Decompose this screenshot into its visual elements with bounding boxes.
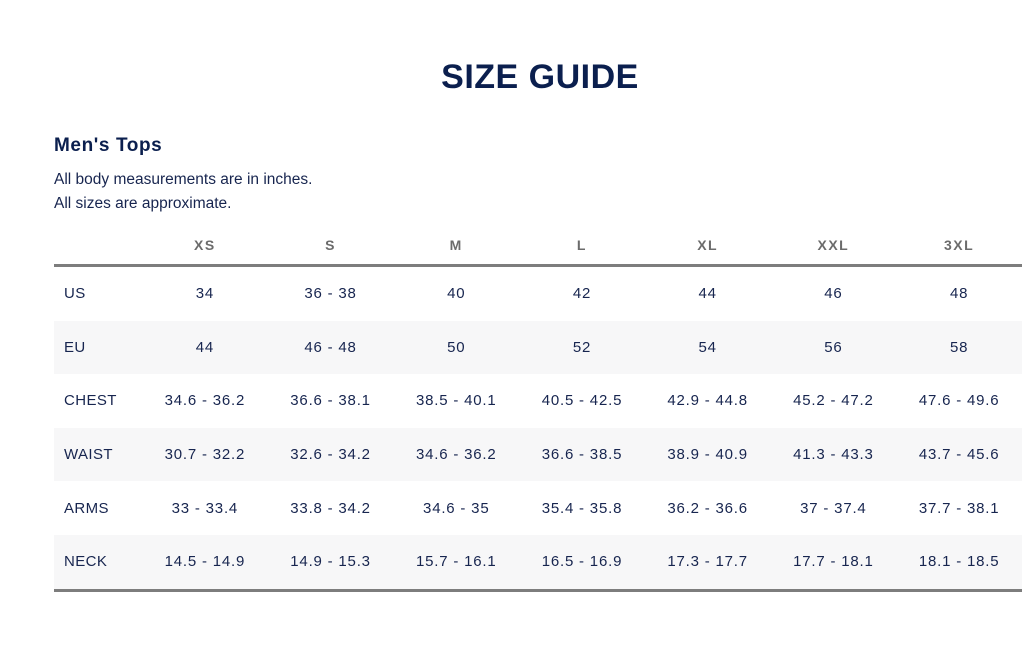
size-cell: 37.7 - 38.1 bbox=[918, 499, 1000, 517]
size-cell: 38.5 - 40.1 bbox=[415, 392, 497, 410]
size-cell: 41.3 - 43.3 bbox=[770, 427, 897, 482]
size-cell: 43.7 - 45.6 bbox=[896, 427, 1022, 482]
size-table-header: XS S M L XL XXL 3XL bbox=[54, 226, 1022, 267]
size-cell: 40.5 - 42.5 bbox=[541, 392, 623, 410]
size-cell: 48 bbox=[949, 285, 969, 303]
size-cell: 34.6 - 36.2 bbox=[164, 392, 246, 410]
size-cell: 54 bbox=[644, 320, 771, 375]
size-cell: 44 bbox=[142, 320, 268, 375]
size-header-s: S bbox=[267, 226, 394, 267]
size-cell: 35.4 - 35.8 bbox=[541, 499, 623, 517]
row-label: ARMS bbox=[64, 499, 109, 517]
size-table: XS S M L XL XXL 3XL US 34 36 - 38 40 42 44 46 4… bbox=[54, 226, 1022, 592]
size-cell: 36 - 38 bbox=[304, 285, 357, 303]
size-header-m: M bbox=[393, 226, 520, 267]
size-header-row: XS S M L XL XXL 3XL bbox=[54, 226, 1022, 267]
size-cell: 47.6 - 49.6 bbox=[918, 392, 1000, 410]
size-cell: 44 bbox=[698, 285, 717, 303]
size-cell: 14.9 - 15.3 bbox=[267, 534, 394, 592]
size-header-l: L bbox=[519, 226, 645, 267]
approximation-note: All sizes are approximate. bbox=[54, 195, 232, 212]
row-label: CHEST bbox=[64, 392, 117, 410]
size-header-xl: XL bbox=[644, 226, 771, 267]
size-cell: 33 - 33.4 bbox=[171, 499, 239, 517]
row-label-header bbox=[54, 226, 142, 267]
size-header-xs: XS bbox=[142, 226, 268, 267]
size-cell: 42.9 - 44.8 bbox=[667, 392, 748, 410]
table-row-eu: EU 44 46 - 48 50 52 54 56 58 bbox=[54, 320, 1022, 375]
size-cell: 56 bbox=[770, 320, 897, 375]
size-cell: 34.6 - 35 bbox=[423, 499, 490, 517]
table-row-chest: CHEST 34.6 - 36.2 36.6 - 38.1 38.5 - 40.1 40… bbox=[54, 374, 1022, 428]
size-cell: 46 - 48 bbox=[267, 320, 394, 375]
size-cell: 36.6 - 38.1 bbox=[290, 392, 371, 410]
row-label: NECK bbox=[54, 534, 142, 592]
size-cell: 52 bbox=[519, 320, 645, 375]
table-row-neck: NECK 14.5 - 14.9 14.9 - 15.3 15.7 - 16.1 16.… bbox=[54, 534, 1022, 592]
size-cell: 34 bbox=[195, 285, 214, 303]
size-cell: 37 - 37.4 bbox=[800, 499, 867, 517]
page-title: SIZE GUIDE bbox=[441, 58, 639, 96]
size-cell: 30.7 - 32.2 bbox=[142, 427, 268, 482]
table-row-us: US 34 36 - 38 40 42 44 46 48 bbox=[54, 266, 1022, 321]
size-cell: 15.7 - 16.1 bbox=[393, 534, 520, 592]
size-header-3xl: 3XL bbox=[896, 226, 1022, 267]
size-cell: 17.7 - 18.1 bbox=[770, 534, 897, 592]
size-cell: 50 bbox=[393, 320, 520, 375]
row-label: WAIST bbox=[54, 427, 142, 482]
size-cell: 36.2 - 36.6 bbox=[667, 499, 748, 517]
row-label: EU bbox=[54, 320, 142, 375]
size-cell: 36.6 - 38.5 bbox=[519, 427, 645, 482]
size-cell: 40 bbox=[447, 285, 466, 303]
size-cell: 18.1 - 18.5 bbox=[896, 534, 1022, 592]
size-cell: 33.8 - 34.2 bbox=[290, 499, 371, 517]
size-cell: 46 bbox=[824, 285, 843, 303]
row-label: US bbox=[64, 285, 86, 303]
size-table-body: US 34 36 - 38 40 42 44 46 48 EU 44 46 - 48 50 52 54 56… bbox=[54, 266, 1022, 592]
size-cell: 42 bbox=[572, 285, 592, 303]
size-cell: 45.2 - 47.2 bbox=[793, 392, 874, 410]
size-cell: 38.9 - 40.9 bbox=[644, 427, 771, 482]
table-row-arms: ARMS 33 - 33.4 33.8 - 34.2 34.6 - 35 35.4 - … bbox=[54, 481, 1022, 535]
size-cell: 14.5 - 14.9 bbox=[142, 534, 268, 592]
size-cell: 16.5 - 16.9 bbox=[519, 534, 645, 592]
size-cell: 17.3 - 17.7 bbox=[644, 534, 771, 592]
section-title: Men's Tops bbox=[54, 135, 163, 156]
size-cell: 32.6 - 34.2 bbox=[267, 427, 394, 482]
size-cell: 34.6 - 36.2 bbox=[393, 427, 520, 482]
measurement-note: All body measurements are in inches. bbox=[54, 171, 313, 188]
size-header-xxl: XXL bbox=[770, 226, 897, 267]
size-cell: 58 bbox=[896, 320, 1022, 375]
table-row-waist: WAIST 30.7 - 32.2 32.6 - 34.2 34.6 - 36.2 36… bbox=[54, 427, 1022, 482]
